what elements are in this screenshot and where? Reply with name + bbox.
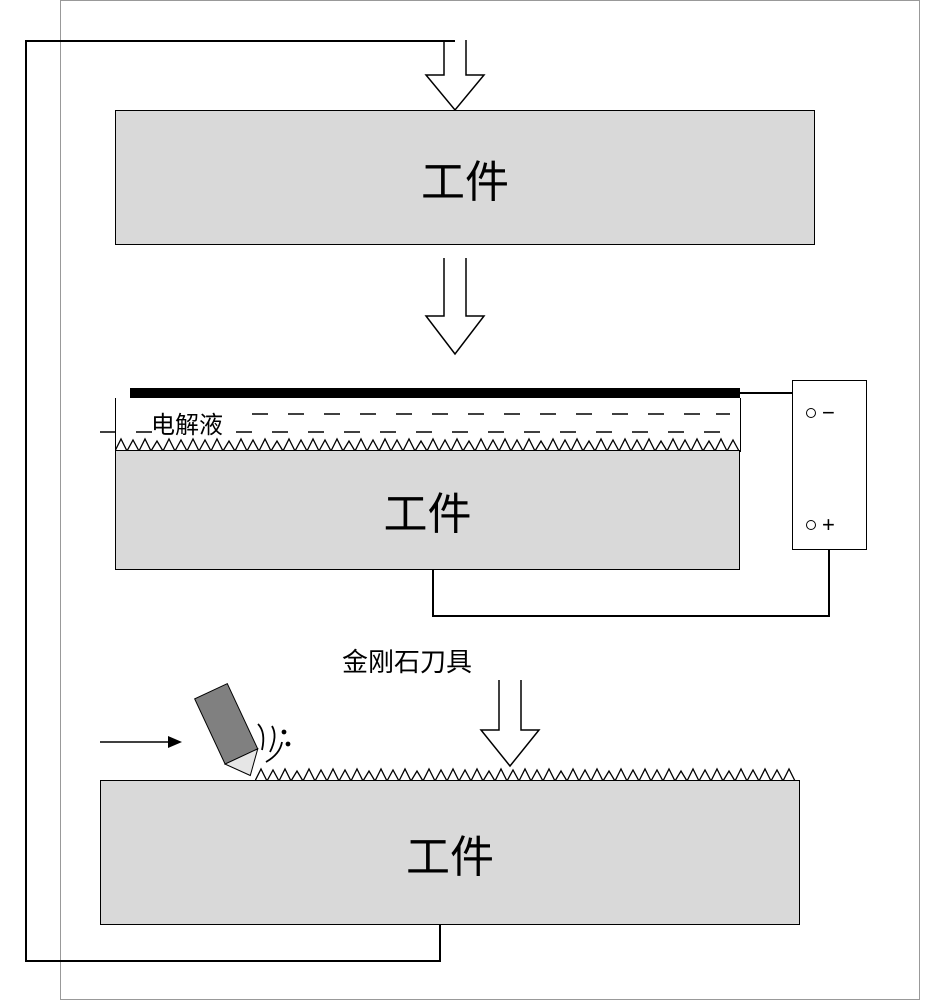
tool-label: 金刚石刀具 <box>342 642 472 679</box>
feed-arrow <box>100 732 185 752</box>
pos-terminal: + <box>806 512 835 538</box>
wire-pos-v2 <box>828 550 830 616</box>
workpiece-bottom: 工件 <box>100 780 800 925</box>
workpiece-middle-label: 工件 <box>384 478 472 542</box>
wire-neg-into <box>792 392 793 393</box>
pos-symbol: + <box>822 512 835 537</box>
wire-neg-h <box>740 392 792 394</box>
neg-symbol: − <box>822 400 835 425</box>
arrow-mid-to-bot <box>475 680 545 770</box>
workpiece-bottom-label: 工件 <box>406 821 494 885</box>
workpiece-middle: 工件 <box>115 450 740 570</box>
neg-terminal: − <box>806 400 835 426</box>
wire-pos-v1 <box>432 570 434 615</box>
wire-pos-h <box>432 615 830 617</box>
